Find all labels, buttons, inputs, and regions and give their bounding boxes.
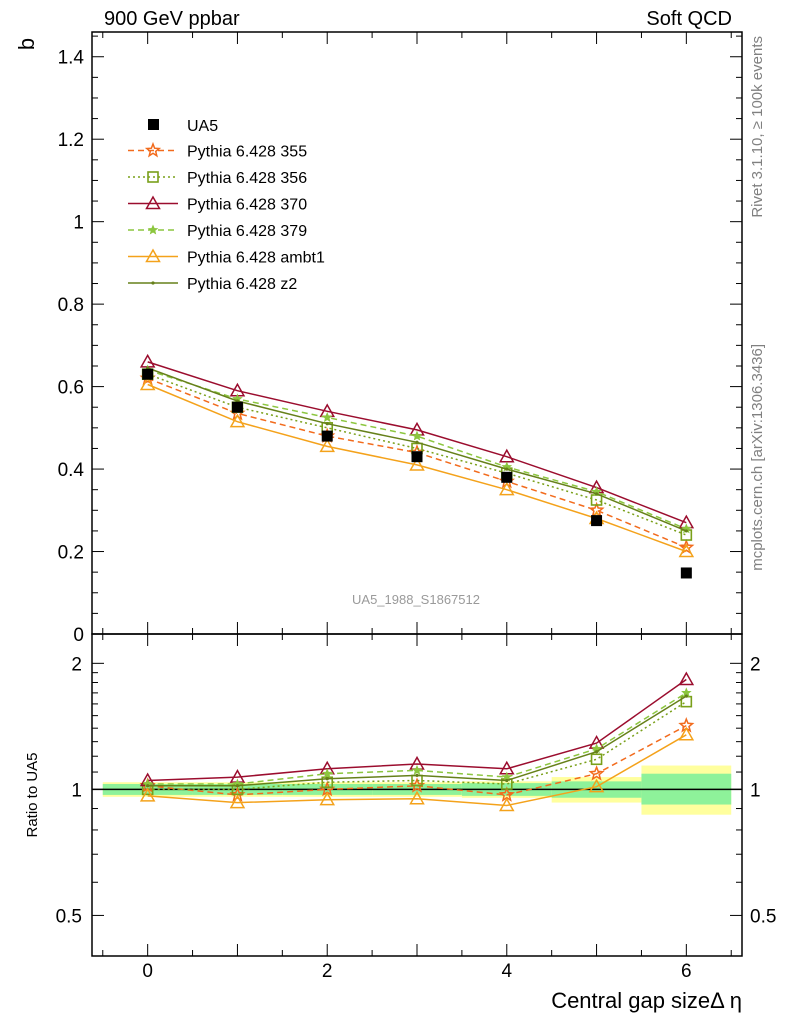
ratio-pythia-6-428-ambt1-point xyxy=(588,778,605,793)
main-pythia-6-428-z2-point xyxy=(415,440,419,444)
ua5-data-point xyxy=(591,515,603,527)
legend-pythia-6-428-ambt1-label: Pythia 6.428 ambt1 xyxy=(187,250,325,267)
ratio-pythia-6-428-ambt1-line xyxy=(147,734,687,807)
main-y-tick-label: 0 xyxy=(73,625,84,646)
ratio-y-tick-label: 1 xyxy=(71,780,82,801)
main-y-tick-label: 1.2 xyxy=(58,130,84,151)
legend-pythia-6-428-z2-label: Pythia 6.428 z2 xyxy=(187,276,297,293)
ratio-pythia-6-428-ambt1-point xyxy=(229,794,246,809)
main-pythia-6-428-z2-point xyxy=(684,529,688,533)
ratio-y-tick-label: 2 xyxy=(71,654,82,675)
x-tick-label: 2 xyxy=(322,961,333,982)
main-pythia-6-428-379-point xyxy=(411,430,423,441)
ratio-pythia-6-428-370-line xyxy=(147,678,687,782)
ratio-pythia-6-428-ambt1-point xyxy=(498,797,515,812)
legend-pythia-6-428-379-marker xyxy=(147,224,159,235)
axes-group: 0 0.2 0.4 0.6 0.8 1 1.2 1.4 0 2 4 6 0.5 0.5 1 1 2 2 xyxy=(56,31,776,982)
ratio-pythia-6-428-379-point xyxy=(411,764,423,775)
ratio-pythia-6-428-ambt1-point xyxy=(678,726,695,741)
ratio-pythia-6-428-ambt1-point xyxy=(139,787,156,802)
main-pythia-6-428-ambt1-point xyxy=(319,438,336,453)
main-pythia-6-428-ambt1-point xyxy=(409,456,425,471)
legend-pythia-6-428-379-label: Pythia 6.428 379 xyxy=(187,223,307,240)
ratio-pythia-6-428-356-point xyxy=(590,753,603,766)
ua5-data-point xyxy=(231,401,243,413)
legend: UA5 Pythia 6.428 355 Pythia 6.428 356 Pythi… xyxy=(128,118,325,293)
main-y-tick-label: 0.4 xyxy=(58,460,85,481)
x-tick-label: 0 xyxy=(142,961,153,982)
ratio-pythia-6-428-z2-point xyxy=(684,694,688,698)
ua5-data-point xyxy=(501,471,513,483)
main-pythia-6-428-ambt1-point xyxy=(498,481,515,496)
ratio-pythia-6-428-355-point xyxy=(588,765,605,781)
main-y-tick-label: 1.4 xyxy=(58,48,85,69)
ratio-pythia-6-428-z2-point xyxy=(505,778,509,783)
legend-pythia-6-428-370-marker xyxy=(145,195,161,210)
mcplots-label: mcplots.cern.ch [arXiv:1306.3436] xyxy=(749,344,766,571)
legend-pythia-6-428-370-label: Pythia 6.428 370 xyxy=(187,197,307,214)
ratio-series-group xyxy=(139,671,695,812)
ua5-data-point xyxy=(680,567,692,579)
main-pythia-6-428-ambt1-point xyxy=(678,543,695,558)
legend-pythia-6-428-355-marker xyxy=(144,141,162,158)
legend-pythia-6-428-355-label: Pythia 6.428 355 xyxy=(187,144,307,161)
main-series-group xyxy=(139,353,695,579)
main-pythia-6-428-379-line xyxy=(147,369,687,530)
x-tick-label: 6 xyxy=(681,961,692,982)
legend-pythia-6-428-z2-marker xyxy=(151,281,155,285)
collider-label: 900 GeV ppbar xyxy=(104,8,240,30)
main-pythia-6-428-355-point xyxy=(678,538,695,555)
main-pythia-6-428-z2-point xyxy=(505,467,509,471)
main-pythia-6-428-379-point xyxy=(321,411,333,423)
category-label: Soft QCD xyxy=(646,8,732,30)
main-y-tick-label: 0.2 xyxy=(58,543,84,564)
ratio-pythia-6-428-z2-point xyxy=(146,784,150,788)
ratio-pythia-6-428-379-point xyxy=(321,768,333,779)
ratio-pythia-6-428-ambt1-point xyxy=(409,790,425,805)
ratio-y-tick-label-right: 0.5 xyxy=(750,906,776,927)
legend-pythia-6-428-356-label: Pythia 6.428 356 xyxy=(187,170,307,187)
legend-pythia-6-428-ambt1-marker xyxy=(145,248,161,263)
ratio-pythia-6-428-z2-point xyxy=(594,750,599,754)
ratio-y-axis-label: Ratio to UA5 xyxy=(24,752,41,837)
ratio-y-tick-label: 0.5 xyxy=(56,906,82,927)
ratio-pythia-6-428-z2-point xyxy=(415,773,419,777)
legend-ua5-label: UA5 xyxy=(187,118,218,135)
x-axis-label: Central gap sizeΔ η xyxy=(551,988,742,1013)
main-pythia-6-428-ambt1-line xyxy=(147,383,687,553)
ratio-pythia-6-428-z2-point xyxy=(235,784,240,788)
main-y-tick-label: 1 xyxy=(73,213,84,234)
ratio-y-tick-label-right: 1 xyxy=(750,780,761,801)
main-pythia-6-428-ambt1-point xyxy=(229,413,246,428)
main-pythia-6-428-z2-point xyxy=(594,492,599,496)
legend-ua5-marker xyxy=(148,119,159,130)
y-axis-label: b xyxy=(14,38,39,50)
rivet-label: Rivet 3.1.10, ≥ 100k events xyxy=(749,36,766,218)
main-pythia-6-428-z2-point xyxy=(325,422,329,426)
legend-pythia-6-428-356-marker xyxy=(147,171,159,183)
analysis-label: UA5_1988_S1867512 xyxy=(352,592,480,607)
ua5-data-point xyxy=(411,451,423,463)
main-y-tick-label: 0.8 xyxy=(58,295,84,316)
ua5-data-point xyxy=(142,368,154,380)
main-y-tick-label: 0.6 xyxy=(58,378,84,399)
ratio-pythia-6-428-ambt1-point xyxy=(319,791,336,806)
ratio-pythia-6-428-z2-point xyxy=(325,777,329,781)
ratio-pythia-6-428-370-point xyxy=(678,671,695,686)
ratio-y-tick-label-right: 2 xyxy=(750,654,761,675)
main-pythia-6-428-z2-line xyxy=(147,367,687,532)
main-pythia-6-428-ambt1-point xyxy=(139,376,156,391)
x-tick-label: 4 xyxy=(501,961,512,982)
ua5-data-point xyxy=(321,430,333,442)
